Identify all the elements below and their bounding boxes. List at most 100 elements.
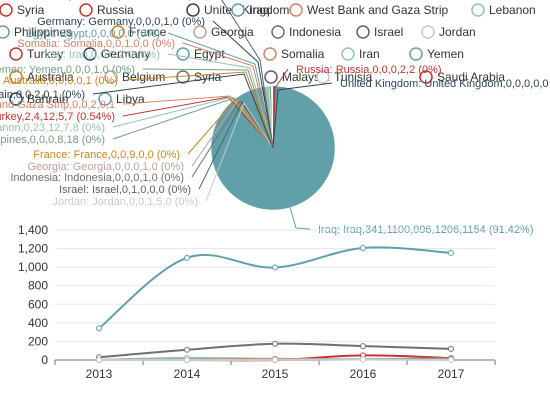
legend-marker-philippines <box>0 25 10 39</box>
pie-label-germany: Germany: Germany,0,0,0,1,0 (0%) <box>37 16 274 149</box>
pie-leader-australia <box>125 71 274 149</box>
pie-leader-iran <box>167 53 274 149</box>
pie-leader-yemen <box>142 68 274 149</box>
legend-item-somalia[interactable]: Somalia <box>263 47 325 61</box>
x-tick-label: 2015 <box>262 367 289 381</box>
pie-label-turkey: Turkey: Turkey,2,4,12,5,7 (0.54%) <box>0 96 274 149</box>
legend-marker-united-kingdom <box>186 3 200 17</box>
legend-item-israel[interactable]: Israel <box>356 25 403 39</box>
legend-item-jordan[interactable]: Jordan <box>421 25 476 39</box>
legend-label-tunisia: Tunisia <box>334 70 373 84</box>
series-point-jordan[interactable] <box>272 356 278 363</box>
series-point-jordan[interactable] <box>96 357 102 363</box>
pie-label-text-west-bank-and-gaza-strip: West Bank and Gaza Strip: West Bank and … <box>0 99 115 111</box>
legend-item-yemen[interactable]: Yemen <box>409 47 464 61</box>
line-chart: 0 200 400 600 800 1,000 1,200 1,400 2013 2014 2015… <box>18 223 496 381</box>
series-jordan[interactable] <box>96 356 454 363</box>
pie-leader-united-kingdom <box>272 82 333 149</box>
legend-item-lebanon[interactable]: Lebanon <box>471 3 536 17</box>
legend-item-united-kingdom[interactable]: United Kingdom <box>186 3 289 17</box>
pie-label-text-yemen: Yemen: Yemen,0,0,0,1,0 (0%) <box>0 64 135 76</box>
series-point-iraq[interactable] <box>272 264 278 271</box>
legend-label-saudi-arabia: Saudi Arabia <box>437 70 505 84</box>
legend-label-russia: Russia <box>97 3 134 17</box>
legend-marker-west-bank-and-gaza-strip <box>289 3 303 17</box>
legend-item-russia[interactable]: Russia <box>79 3 134 17</box>
x-tick-label: 2016 <box>350 367 377 381</box>
legend-label-west-bank-and-gaza-strip: West Bank and Gaza Strip <box>307 3 449 17</box>
legend-item-tunisia[interactable]: Tunisia <box>316 70 373 84</box>
legend-marker-turkey <box>9 47 23 61</box>
legend-item-syria[interactable]: Syria <box>0 3 45 17</box>
legend-marker-iraq <box>231 3 245 17</box>
legend-item-iraq[interactable]: Iraq <box>231 3 270 17</box>
legend-label-iran: Iran <box>359 47 380 61</box>
legend-item-france[interactable]: France <box>111 25 167 39</box>
pie-label-text-australia: Australia: Australia,0,0,0,0,1 (0%) <box>0 75 118 87</box>
legend-marker-germany <box>83 47 97 61</box>
legend-item-indonesia[interactable]: Indonesia <box>271 25 341 39</box>
pie-leader-jordan <box>205 101 274 202</box>
series-point-jordan[interactable] <box>360 356 366 363</box>
series-point-united-kingdom[interactable] <box>360 343 366 350</box>
legend-marker-australia <box>9 70 23 84</box>
pie-labels: Iraq: Iraq,341,1100,996,1206,1154 (91.42… <box>0 0 549 236</box>
pie-leader-iraq <box>272 147 311 230</box>
legend-item-syria[interactable]: Syria <box>176 70 222 84</box>
legend-item-west-bank-and-gaza-strip[interactable]: West Bank and Gaza Strip <box>289 3 449 17</box>
pie-label-text-indonesia: Indonesia: Indonesia,0,0,0,1,0 (0%) <box>10 172 184 184</box>
pie-label-text-somalia: Somalia: Somalia,0,0,1,0,0 (0%) <box>17 38 175 50</box>
legend-marker-bahrain <box>9 92 23 106</box>
legend-marker-saudi-arabia <box>419 70 433 84</box>
legend-item-iran[interactable]: Iran <box>341 47 380 61</box>
pie-label-text-iran: Iran: Iran,0,0,0,2,0 (0%) <box>44 49 160 61</box>
pie-label-text-bahrain: Bahrain: Bahrain,0,0,2,0,1 (0%) <box>0 89 85 101</box>
series-point-united-kingdom[interactable] <box>184 346 190 353</box>
legend-item-belgium[interactable]: Belgium <box>104 70 165 84</box>
pie-label-bahrain: Bahrain: Bahrain,0,0,2,0,1 (0%) <box>0 73 274 149</box>
series-point-united-kingdom[interactable] <box>448 345 454 352</box>
legend-marker-somalia <box>263 47 277 61</box>
legend-marker-indonesia <box>271 25 285 39</box>
series-point-iraq[interactable] <box>96 325 102 332</box>
pie-label-egypt: Egypt: Egypt,0,0,0,0,0 (0%) <box>25 28 274 149</box>
legend-marker-syria <box>0 3 13 17</box>
pie-label-text-lebanon: Lebanon: Lebanon,0,23,12,7,8 (0%) <box>0 122 105 134</box>
legend-label-philippines: Philippines <box>14 25 72 39</box>
legend-item-germany[interactable]: Germany <box>83 47 150 61</box>
legend-marker-tunisia <box>316 70 330 84</box>
pie-label-text-turkey: Turkey: Turkey,2,4,12,5,7 (0.54%) <box>0 111 115 123</box>
pie-leader-bahrain <box>92 73 274 149</box>
series-point-jordan[interactable] <box>448 357 454 363</box>
legend-item-saudi-arabia[interactable]: Saudi Arabia <box>419 70 505 84</box>
pie-label-australia: Australia: Australia,0,0,0,0,1 (0%) <box>0 71 274 149</box>
series-point-united-kingdom[interactable] <box>272 340 278 347</box>
series-iraq[interactable] <box>96 245 454 332</box>
pie-leader-egypt <box>167 32 274 149</box>
legend-label-germany: Germany <box>101 47 150 61</box>
series-point-iraq[interactable] <box>184 254 190 261</box>
legend-marker-yemen <box>409 47 423 61</box>
legend-item-philippines[interactable]: Philippines <box>0 25 72 39</box>
series-point-iraq[interactable] <box>360 245 366 252</box>
legend-item-australia[interactable]: Australia <box>9 70 74 84</box>
legend-item-bahrain[interactable]: Bahrain <box>9 92 68 106</box>
legend-label-somalia: Somalia <box>281 47 325 61</box>
legend-marker-malaysia <box>264 70 278 84</box>
legend-label-yemen: Yemen <box>427 47 464 61</box>
y-tick-label: 1,200 <box>18 242 48 256</box>
pie-label-text-france: France: France,0,0,9,0,0 (0%) <box>33 149 180 161</box>
pie-label-yemen: Yemen: Yemen,0,0,0,1,0 (0%) <box>0 64 274 149</box>
legend-label-syria: Syria <box>194 70 222 84</box>
x-tick-label: 2013 <box>86 367 113 381</box>
legend-item-turkey[interactable]: Turkey <box>9 47 63 61</box>
series-line-iraq <box>98 246 452 330</box>
legend-marker-lebanon <box>471 3 485 17</box>
series-point-iraq[interactable] <box>448 249 454 256</box>
series-point-jordan[interactable] <box>184 357 190 363</box>
pie-label-jordan: Jordan: Jordan,0,0,1,5,0 (0%) <box>52 101 274 208</box>
legend-marker-russia <box>79 3 93 17</box>
pie-leader-somalia <box>182 42 274 149</box>
